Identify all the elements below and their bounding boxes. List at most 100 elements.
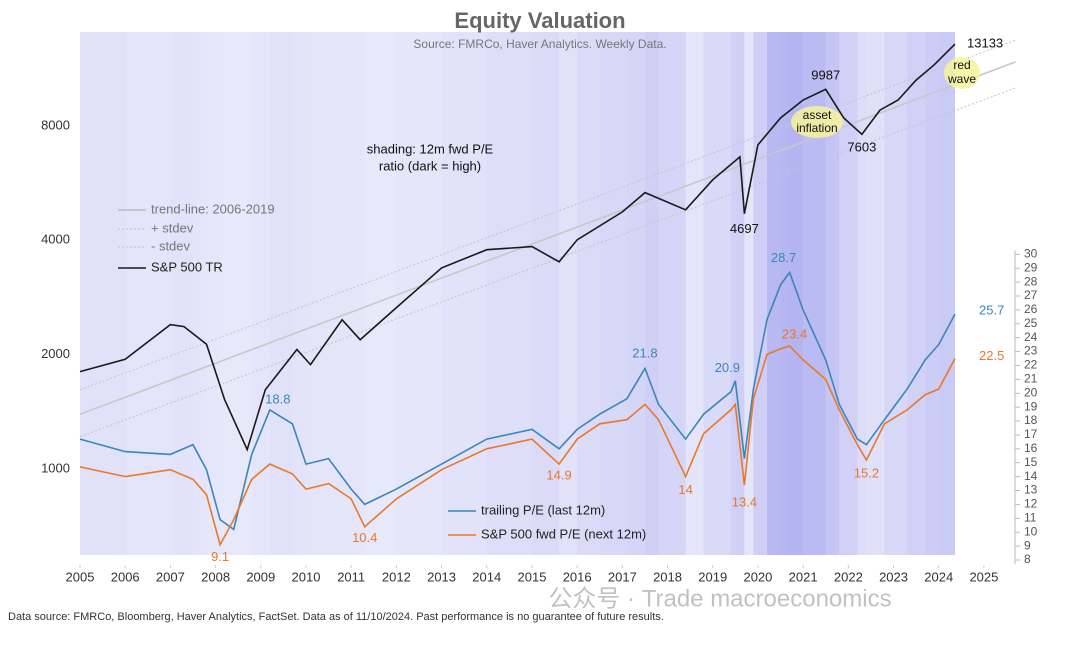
x-tick-label: 2011 (337, 569, 365, 584)
data-label: 4697 (730, 221, 759, 236)
highlight (944, 57, 980, 89)
pe-shading (938, 32, 955, 555)
legend-label: trailing P/E (last 12m) (481, 502, 605, 517)
pe-shading (305, 32, 329, 555)
pe-shading (251, 32, 270, 555)
pe-shading (599, 32, 627, 555)
pe-shading (658, 32, 686, 555)
y2-tick-label: 18 (1024, 413, 1038, 427)
x-tick-label: 2007 (156, 569, 185, 584)
y2-tick-label: 8 (1024, 552, 1031, 566)
pe-shading (577, 32, 600, 555)
pe-shading (744, 32, 754, 555)
y2-tick-label: 27 (1024, 288, 1038, 302)
pe-shading (364, 32, 397, 555)
x-tick-label: 2006 (111, 569, 140, 584)
chart-subtitle: Source: FMRCo, Haver Analytics. Weekly D… (413, 37, 666, 51)
annotation: ratio (dark = high) (379, 158, 481, 173)
y2-tick-label: 17 (1024, 427, 1038, 441)
y2-tick-label: 30 (1024, 246, 1038, 260)
watermark: 公众号 · Trade macroeconomics (548, 585, 891, 612)
y2-tick-label: 15 (1024, 455, 1038, 469)
data-label: 20.9 (715, 360, 740, 375)
legend-label: + stdev (151, 220, 194, 235)
data-label: 22.5 (979, 348, 1004, 363)
x-tick-label: 2017 (608, 569, 637, 584)
pe-shading (206, 32, 221, 555)
pe-shading (730, 32, 736, 555)
y2-tick-label: 23 (1024, 344, 1038, 358)
data-label: 18.8 (265, 391, 290, 406)
y-tick-label: 2000 (41, 346, 70, 361)
data-label: 14.9 (546, 468, 571, 483)
annotation: asset (803, 108, 832, 122)
data-label: 13.4 (732, 494, 757, 509)
pe-shading (825, 32, 840, 555)
y2-tick-label: 20 (1024, 385, 1038, 399)
pe-shading (269, 32, 293, 555)
pe-shading (531, 32, 560, 555)
x-tick-label: 2008 (201, 569, 230, 584)
y2-tick-label: 13 (1024, 483, 1038, 497)
pe-shading (644, 32, 659, 555)
x-tick-label: 2005 (66, 569, 95, 584)
pe-shading (233, 32, 252, 555)
x-tick-label: 2025 (969, 569, 998, 584)
pe-shading (925, 32, 939, 555)
x-tick-label: 2015 (518, 569, 547, 584)
series-line (79, 39, 1016, 391)
pe-shading (220, 32, 234, 555)
y2-tick-label: 24 (1024, 330, 1038, 344)
legend-label: trend-line: 2006-2019 (151, 201, 275, 216)
x-tick-label: 2012 (382, 569, 411, 584)
x-tick-label: 2013 (427, 569, 456, 584)
x-tick-label: 2009 (246, 569, 275, 584)
y2-tick-label: 14 (1024, 469, 1038, 483)
pe-shading (292, 32, 306, 555)
x-tick-label: 2021 (789, 569, 818, 584)
x-tick-label: 2016 (563, 569, 592, 584)
data-label: 21.8 (632, 346, 657, 361)
pe-shading (80, 32, 126, 555)
x-tick-label: 2024 (924, 569, 953, 584)
y2-tick-label: 26 (1024, 302, 1038, 316)
y2-tick-label: 10 (1024, 524, 1038, 538)
pe-shading (170, 32, 193, 555)
pe-shading (780, 32, 790, 555)
pe-shading (753, 32, 767, 555)
data-label: 25.7 (979, 302, 1004, 317)
pe-shading (626, 32, 645, 555)
y-tick-label: 4000 (41, 232, 70, 247)
pe-shading (839, 32, 858, 555)
series-line (79, 61, 1016, 416)
data-label: 10.4 (352, 530, 377, 545)
shading-layer (80, 32, 955, 555)
annotation: red (953, 58, 970, 72)
data-label: 13133 (967, 36, 1003, 51)
data-label: 23.4 (782, 326, 807, 341)
x-tick-label: 2022 (834, 569, 863, 584)
pe-shading (866, 32, 885, 555)
annotation: wave (947, 72, 976, 86)
pe-shading (328, 32, 352, 555)
y2-tick-label: 28 (1024, 274, 1038, 288)
y2-tick-label: 21 (1024, 372, 1038, 386)
y2-tick-label: 12 (1024, 497, 1038, 511)
y2-tick-label: 22 (1024, 358, 1038, 372)
y-tick-label: 8000 (41, 117, 70, 132)
data-label: 7603 (847, 140, 876, 155)
pe-shading (884, 32, 908, 555)
series-line (79, 345, 956, 547)
x-tick-label: 2023 (879, 569, 908, 584)
data-label: 9987 (811, 68, 840, 83)
pe-shading (125, 32, 171, 555)
data-layer: 2005 2006 2007 2008 2009 2010 2011 2012 2013 2014… (41, 36, 1038, 585)
annotation: inflation (796, 121, 837, 135)
chart-title: Equity Valuation (454, 8, 625, 33)
pe-shading (735, 32, 745, 555)
pe-shading (441, 32, 487, 555)
y2-tick-label: 19 (1024, 399, 1038, 413)
y2-tick-label: 16 (1024, 441, 1038, 455)
x-tick-label: 2018 (653, 569, 682, 584)
